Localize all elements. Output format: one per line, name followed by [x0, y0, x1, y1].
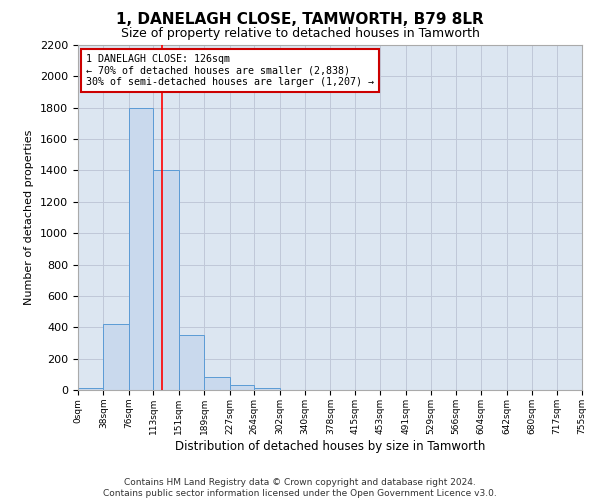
Bar	[254, 388, 280, 390]
Bar	[129, 108, 154, 390]
Bar	[230, 386, 254, 390]
Bar	[103, 324, 129, 390]
Text: Contains HM Land Registry data © Crown copyright and database right 2024.
Contai: Contains HM Land Registry data © Crown c…	[103, 478, 497, 498]
Bar	[204, 378, 230, 390]
X-axis label: Distribution of detached houses by size in Tamworth: Distribution of detached houses by size …	[175, 440, 485, 452]
Text: 1 DANELAGH CLOSE: 126sqm
← 70% of detached houses are smaller (2,838)
30% of sem: 1 DANELAGH CLOSE: 126sqm ← 70% of detach…	[86, 54, 374, 87]
Text: Size of property relative to detached houses in Tamworth: Size of property relative to detached ho…	[121, 28, 479, 40]
Text: 1, DANELAGH CLOSE, TAMWORTH, B79 8LR: 1, DANELAGH CLOSE, TAMWORTH, B79 8LR	[116, 12, 484, 28]
Y-axis label: Number of detached properties: Number of detached properties	[25, 130, 34, 305]
Bar	[78, 388, 103, 390]
Bar	[154, 170, 179, 390]
Bar	[179, 335, 204, 390]
